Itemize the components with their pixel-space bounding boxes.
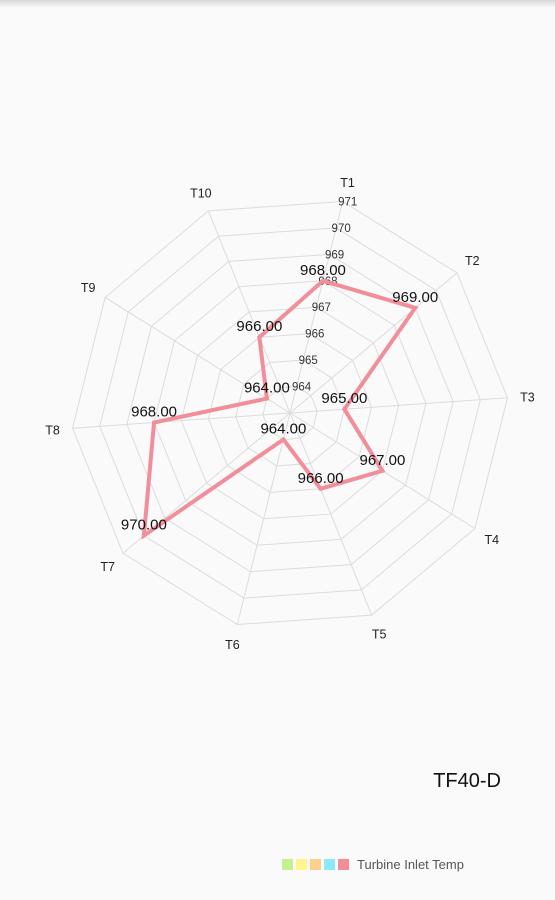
spoke-T5 bbox=[289, 412, 373, 616]
radar-axis-labels: T1 T2 T3 T4 T5 T6 T7 T8 T9 T10 bbox=[45, 176, 534, 652]
data-point-T10 bbox=[257, 335, 262, 340]
tick-label-969: 969 bbox=[325, 249, 344, 261]
value-label-T9: 964.00 bbox=[244, 380, 290, 397]
tick-label-966: 966 bbox=[305, 329, 324, 341]
tick-label-971: 971 bbox=[338, 196, 357, 208]
data-point-T5 bbox=[318, 486, 323, 491]
value-label-T4: 967.00 bbox=[359, 452, 405, 469]
spoke-T2 bbox=[289, 272, 458, 414]
data-point-T3 bbox=[342, 407, 347, 412]
tick-label-964: 964 bbox=[292, 382, 312, 394]
data-point-T1 bbox=[320, 278, 325, 283]
value-label-T10: 966.00 bbox=[236, 318, 282, 335]
legend-label: Turbine Inlet Temp bbox=[357, 856, 464, 872]
spoke-T10 bbox=[207, 210, 291, 414]
value-label-T5: 966.00 bbox=[298, 470, 344, 487]
tick-label-965: 965 bbox=[299, 355, 318, 367]
data-point-T6 bbox=[281, 437, 286, 442]
data-point-T4 bbox=[380, 468, 385, 473]
value-label-T6: 964.00 bbox=[260, 420, 306, 437]
axis-label-T7: T7 bbox=[100, 560, 115, 574]
radar-series bbox=[141, 278, 419, 540]
spoke-T9 bbox=[104, 297, 291, 414]
data-point-T9 bbox=[264, 396, 269, 401]
legend: Turbine Inlet Temp bbox=[282, 856, 464, 872]
axis-label-T9: T9 bbox=[81, 281, 96, 295]
legend-swatches bbox=[282, 858, 352, 870]
legend-swatch-4 bbox=[338, 858, 349, 870]
axis-label-T6: T6 bbox=[225, 638, 240, 652]
value-label-T2: 969.00 bbox=[392, 289, 438, 306]
value-label-T8: 968.00 bbox=[131, 404, 177, 421]
value-label-T3: 965.00 bbox=[321, 390, 367, 407]
axis-label-T4: T4 bbox=[485, 533, 500, 547]
chart-description: TF40-D bbox=[433, 770, 501, 792]
tick-label-967: 967 bbox=[312, 302, 331, 314]
radar-spokes bbox=[72, 201, 508, 625]
spoke-T6 bbox=[236, 412, 291, 625]
axis-label-T8: T8 bbox=[45, 424, 60, 438]
axis-label-T3: T3 bbox=[520, 390, 535, 404]
spoke-T1 bbox=[289, 201, 344, 414]
legend-swatch-3 bbox=[324, 858, 335, 870]
axis-label-T10: T10 bbox=[190, 186, 212, 200]
top-shadow bbox=[0, 0, 555, 8]
spoke-T3 bbox=[289, 397, 508, 414]
value-label-T1: 968.00 bbox=[300, 262, 346, 279]
axis-label-T1: T1 bbox=[340, 176, 355, 190]
data-point-T2 bbox=[413, 305, 418, 310]
legend-swatch-0 bbox=[282, 858, 293, 870]
value-label-T7: 970.00 bbox=[121, 517, 167, 534]
data-point-T7 bbox=[141, 533, 146, 538]
spoke-T8 bbox=[72, 412, 291, 429]
axis-label-T2: T2 bbox=[465, 254, 480, 268]
axis-label-T5: T5 bbox=[372, 628, 387, 642]
data-point-T8 bbox=[152, 420, 157, 425]
radar-value-labels: 968.00 969.00 965.00 967.00 966.00 964.00 970.… bbox=[121, 262, 438, 534]
tick-label-970: 970 bbox=[332, 223, 351, 235]
legend-swatch-2 bbox=[310, 858, 321, 870]
legend-swatch-1 bbox=[296, 858, 307, 870]
